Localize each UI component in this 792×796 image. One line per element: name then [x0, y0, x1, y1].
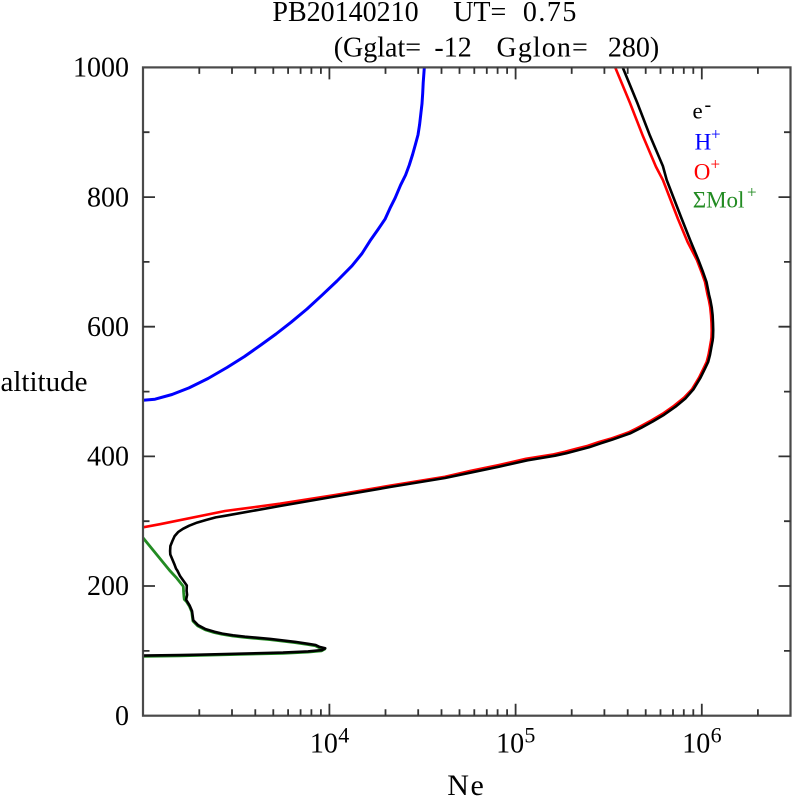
- svg-text:PB20140210: PB20140210: [272, 0, 418, 28]
- svg-text:800: 800: [87, 182, 129, 213]
- svg-text:1000: 1000: [73, 53, 129, 84]
- svg-text:5: 5: [524, 723, 535, 748]
- svg-text:600: 600: [87, 312, 129, 343]
- svg-text:Gglon=: Gglon=: [497, 32, 589, 63]
- svg-text:4: 4: [338, 723, 349, 748]
- svg-text:(Gglat=: (Gglat=: [334, 32, 421, 63]
- svg-text:10: 10: [682, 728, 710, 759]
- svg-text:0.75: 0.75: [523, 0, 578, 28]
- svg-text:10: 10: [310, 728, 338, 759]
- svg-text:200: 200: [87, 571, 129, 602]
- svg-text:280): 280): [608, 32, 659, 63]
- svg-text:-12: -12: [434, 32, 471, 63]
- svg-text:ΣMol: ΣMol: [693, 188, 745, 213]
- svg-text:6: 6: [711, 723, 722, 748]
- svg-text:H: H: [695, 130, 712, 155]
- svg-text:+: +: [711, 125, 721, 144]
- svg-text:Ne: Ne: [447, 769, 485, 796]
- svg-text:-: -: [705, 94, 712, 116]
- svg-text:e: e: [693, 98, 703, 123]
- svg-text:+: +: [711, 154, 721, 173]
- svg-text:10: 10: [496, 728, 524, 759]
- svg-text:400: 400: [87, 442, 129, 473]
- svg-text:UT=: UT=: [453, 0, 506, 28]
- svg-text:altitude: altitude: [1, 366, 88, 398]
- svg-text:+: +: [747, 183, 757, 202]
- svg-text:O: O: [694, 159, 711, 184]
- svg-text:0: 0: [115, 701, 129, 732]
